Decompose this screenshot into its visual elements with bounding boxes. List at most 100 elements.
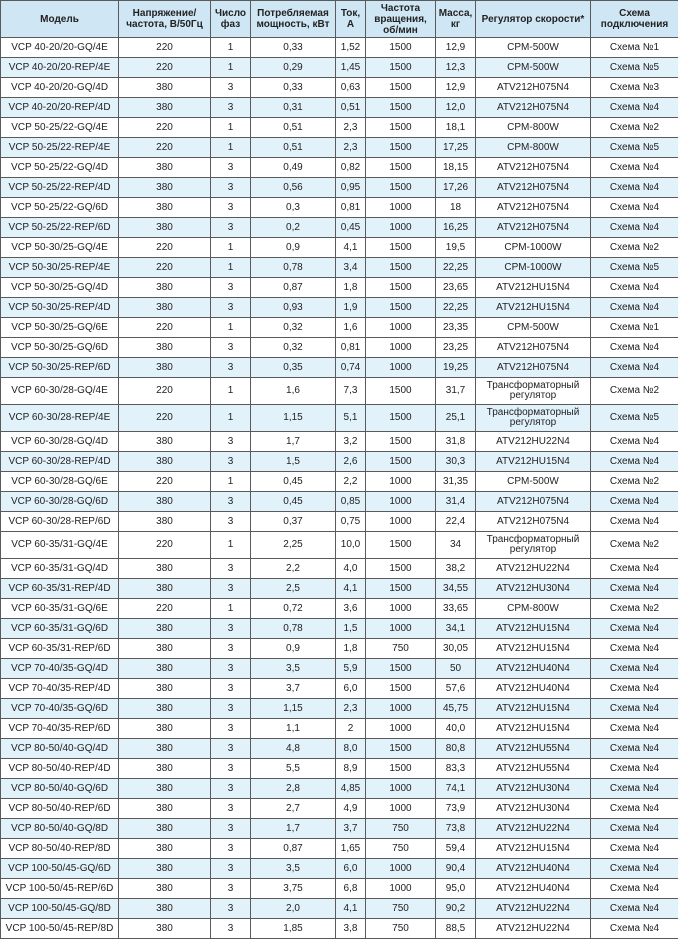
cell-voltage: 220	[119, 138, 211, 158]
cell-model: VCP 50-30/25-GQ/4E	[1, 238, 119, 258]
cell-mass: 16,25	[436, 218, 476, 238]
cell-speed: 1000	[366, 799, 436, 819]
cell-voltage: 220	[119, 378, 211, 405]
cell-speed: 1000	[366, 599, 436, 619]
cell-model: VCP 50-30/25-REP/4E	[1, 258, 119, 278]
cell-model: VCP 50-30/25-GQ/4D	[1, 278, 119, 298]
cell-model: VCP 70-40/35-GQ/4D	[1, 659, 119, 679]
cell-voltage: 220	[119, 258, 211, 278]
cell-model: VCP 40-20/20-REP/4E	[1, 58, 119, 78]
cell-current: 6,0	[336, 679, 366, 699]
cell-current: 0,75	[336, 512, 366, 532]
cell-voltage: 380	[119, 218, 211, 238]
cell-current: 0,81	[336, 338, 366, 358]
cell-speed: 1500	[366, 579, 436, 599]
cell-mass: 73,9	[436, 799, 476, 819]
cell-regulator: ATV212HU15N4	[476, 699, 591, 719]
cell-mass: 83,3	[436, 759, 476, 779]
cell-regulator: CPM-1000W	[476, 238, 591, 258]
cell-phases: 3	[211, 759, 251, 779]
cell-mass: 34,55	[436, 579, 476, 599]
cell-voltage: 220	[119, 405, 211, 432]
cell-model: VCP 80-50/40-GQ/8D	[1, 819, 119, 839]
cell-current: 2,3	[336, 138, 366, 158]
cell-mass: 31,35	[436, 472, 476, 492]
cell-current: 0,95	[336, 178, 366, 198]
cell-model: VCP 80-50/40-GQ/4D	[1, 739, 119, 759]
cell-regulator: CPM-500W	[476, 58, 591, 78]
cell-phases: 1	[211, 378, 251, 405]
cell-regulator: ATV212HU40N4	[476, 679, 591, 699]
cell-mass: 73,8	[436, 819, 476, 839]
cell-current: 3,7	[336, 819, 366, 839]
cell-mass: 33,65	[436, 599, 476, 619]
cell-scheme: Схема №2	[591, 532, 678, 559]
cell-current: 4,1	[336, 579, 366, 599]
cell-mass: 30,3	[436, 452, 476, 472]
cell-current: 2	[336, 719, 366, 739]
cell-speed: 1500	[366, 178, 436, 198]
cell-scheme: Схема №4	[591, 432, 678, 452]
cell-scheme: Схема №5	[591, 58, 678, 78]
cell-voltage: 380	[119, 699, 211, 719]
cell-speed: 1500	[366, 238, 436, 258]
cell-model: VCP 60-30/28-REP/6D	[1, 512, 119, 532]
cell-regulator: ATV212H075N4	[476, 98, 591, 118]
cell-power: 0,87	[251, 278, 336, 298]
cell-voltage: 380	[119, 679, 211, 699]
cell-mass: 57,6	[436, 679, 476, 699]
cell-voltage: 380	[119, 739, 211, 759]
cell-power: 2,2	[251, 559, 336, 579]
cell-mass: 59,4	[436, 839, 476, 859]
cell-voltage: 380	[119, 779, 211, 799]
cell-scheme: Схема №2	[591, 238, 678, 258]
cell-power: 0,49	[251, 158, 336, 178]
cell-power: 1,1	[251, 719, 336, 739]
cell-regulator: ATV212H075N4	[476, 338, 591, 358]
cell-model: VCP 80-50/40-REP/4D	[1, 759, 119, 779]
cell-power: 0,72	[251, 599, 336, 619]
cell-speed: 750	[366, 899, 436, 919]
cell-current: 6,8	[336, 879, 366, 899]
cell-phases: 3	[211, 278, 251, 298]
cell-scheme: Схема №4	[591, 759, 678, 779]
cell-regulator: ATV212HU40N4	[476, 859, 591, 879]
cell-model: VCP 60-35/31-REP/4D	[1, 579, 119, 599]
cell-power: 2,8	[251, 779, 336, 799]
cell-model: VCP 50-25/22-GQ/6D	[1, 198, 119, 218]
cell-regulator: ATV212HU22N4	[476, 432, 591, 452]
cell-scheme: Схема №4	[591, 619, 678, 639]
cell-current: 5,9	[336, 659, 366, 679]
cell-model: VCP 100-50/45-GQ/6D	[1, 859, 119, 879]
cell-regulator: ATV212HU40N4	[476, 659, 591, 679]
cell-mass: 31,7	[436, 378, 476, 405]
cell-model: VCP 60-30/28-GQ/4E	[1, 378, 119, 405]
cell-phases: 3	[211, 879, 251, 899]
cell-phases: 3	[211, 639, 251, 659]
cell-regulator: CPM-800W	[476, 138, 591, 158]
cell-speed: 1500	[366, 298, 436, 318]
cell-speed: 1000	[366, 218, 436, 238]
cell-mass: 38,2	[436, 559, 476, 579]
cell-power: 0,2	[251, 218, 336, 238]
cell-phases: 1	[211, 38, 251, 58]
cell-power: 0,93	[251, 298, 336, 318]
cell-model: VCP 50-30/25-REP/4D	[1, 298, 119, 318]
cell-current: 4,9	[336, 799, 366, 819]
cell-speed: 1500	[366, 452, 436, 472]
cell-mass: 25,1	[436, 405, 476, 432]
cell-speed: 1000	[366, 879, 436, 899]
cell-phases: 3	[211, 158, 251, 178]
cell-voltage: 380	[119, 178, 211, 198]
cell-current: 8,0	[336, 739, 366, 759]
cell-regulator: ATV212HU15N4	[476, 298, 591, 318]
cell-scheme: Схема №4	[591, 639, 678, 659]
cell-regulator: CPM-800W	[476, 599, 591, 619]
